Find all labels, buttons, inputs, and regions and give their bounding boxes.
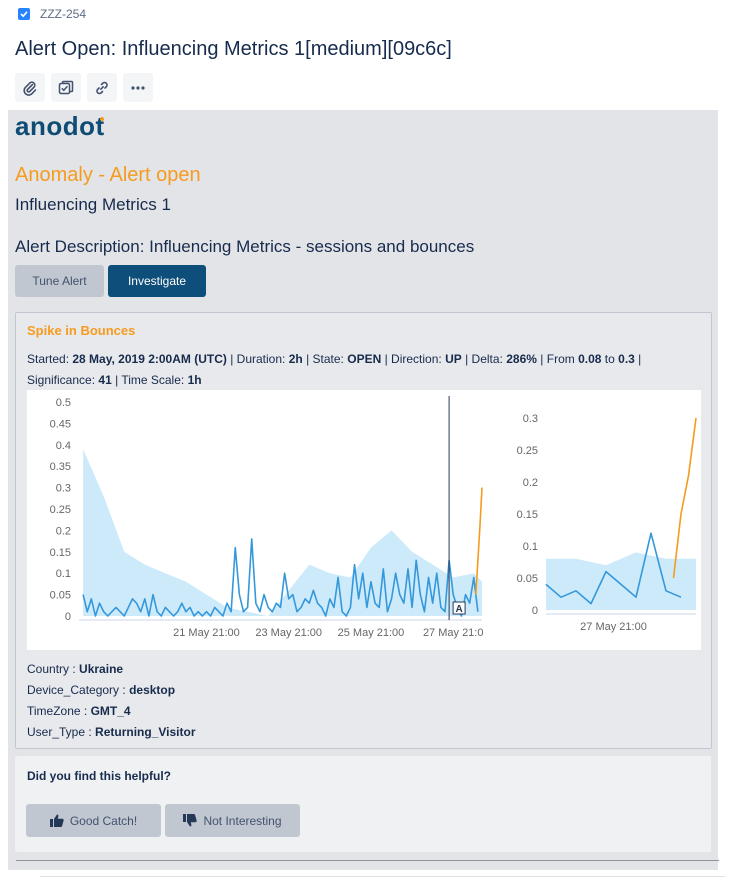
y-tick-label: 0.5 [56, 397, 71, 409]
anomaly-card: Spike in Bounces Started: 28 May, 2019 2… [15, 312, 712, 749]
y-tick-label: 0.35 [50, 461, 71, 473]
ticket-key-label: ZZZ-254 [40, 7, 87, 21]
dimension-row: Device_Category : desktop [27, 683, 176, 697]
toolbar [15, 73, 153, 102]
y-tick-label: 0.3 [523, 413, 538, 425]
y-tick-label: 0.45 [50, 418, 71, 430]
checklist-icon [58, 80, 74, 94]
alert-status-heading: Anomaly - Alert open [15, 164, 201, 186]
tune-alert-button[interactable]: Tune Alert [15, 265, 104, 297]
metric-series-line [82, 538, 479, 617]
dimension-row: User_Type : Returning_Visitor [27, 725, 196, 739]
paperclip-icon [23, 80, 37, 96]
y-tick-label: 0.05 [50, 590, 71, 602]
anodot-logo: anodot [15, 111, 125, 149]
dimensions-list: Country : Ukraine Device_Category : desk… [27, 659, 196, 743]
investigate-button[interactable]: Investigate [108, 265, 206, 297]
timescale-value: 1h [187, 373, 202, 387]
bottom-divider [40, 876, 725, 877]
baseline-band [546, 552, 696, 610]
anomaly-marker-box[interactable] [452, 601, 466, 615]
dimension-row: Country : Ukraine [27, 662, 124, 676]
zoom-chart: 0.3 0.25 0.2 0.15 0.1 0.05 0 27 May 21:00 [486, 390, 701, 650]
y-tick-label: 0.2 [523, 477, 538, 489]
alert-description: Alert Description: Influencing Metrics -… [15, 237, 475, 256]
delta-value: 286% [506, 352, 537, 366]
significance-value: 41 [98, 373, 112, 387]
direction-value: UP [445, 352, 462, 366]
anomaly-meta: Started: 28 May, 2019 2:00AM (UTC) | Dur… [27, 352, 642, 387]
y-tick-label: 0.1 [56, 568, 71, 580]
checklist-button[interactable] [51, 73, 81, 102]
not-interesting-button[interactable]: Not Interesting [165, 804, 300, 837]
anomaly-series-line [475, 487, 483, 595]
good-catch-label: Good Catch! [69, 813, 138, 828]
thumbs-up-icon [49, 814, 64, 827]
anomaly-marker-label: A [455, 604, 462, 615]
more-icon [131, 85, 145, 90]
y-tick-label: 0.3 [56, 483, 71, 495]
ticket-key[interactable]: ZZZ-254 [18, 7, 86, 21]
x-tick-label: 23 May 21:00 [255, 627, 322, 639]
link-icon [96, 81, 108, 94]
good-catch-button[interactable]: Good Catch! [26, 804, 161, 837]
y-tick-label: 0.1 [523, 541, 538, 553]
attach-button[interactable] [15, 73, 45, 102]
state-value: OPEN [347, 352, 382, 366]
checkbox-icon [18, 8, 30, 20]
thumbs-down-icon [183, 814, 198, 827]
link-button[interactable] [87, 73, 117, 102]
y-tick-label: 0.2 [56, 525, 71, 537]
more-button[interactable] [123, 73, 153, 102]
dimension-row: TimeZone : GMT_4 [27, 704, 131, 718]
y-tick-label: 0 [532, 605, 538, 617]
alert-name: Influencing Metrics 1 [15, 195, 171, 214]
x-tick-label: 25 May 21:00 [338, 627, 405, 639]
to-value: 0.3 [618, 352, 635, 366]
y-tick-label: 0.25 [517, 445, 538, 457]
alert-panel: anodot Anomaly - Alert open Influencing … [8, 110, 719, 870]
x-tick-label: 21 May 21:00 [173, 627, 240, 639]
logo-text: anodot [15, 112, 105, 141]
y-tick-label: 0.4 [56, 440, 71, 452]
metric-series-line [545, 532, 682, 605]
y-tick-label: 0 [65, 611, 71, 623]
main-chart: 0.5 0.45 0.4 0.35 0.3 0.25 0.2 0.15 0.1 0.05 0 21 M… [27, 390, 486, 650]
anomaly-title: Spike in Bounces [27, 323, 136, 338]
y-tick-label: 0.15 [50, 547, 71, 559]
page-title: Alert Open: Influencing Metrics 1[medium… [15, 38, 452, 60]
feedback-question: Did you find this helpful? [27, 769, 171, 783]
main-chart-svg: 0.5 0.45 0.4 0.35 0.3 0.25 0.2 0.15 0.1 0.05 0 21 M… [50, 396, 484, 639]
x-tick-label: 27 May 21:0 [423, 627, 484, 639]
zoom-chart-svg: 0.3 0.25 0.2 0.15 0.1 0.05 0 27 May 21:00 [517, 413, 697, 633]
anomaly-series-line [672, 417, 697, 579]
not-interesting-label: Not Interesting [203, 813, 282, 828]
from-value: 0.08 [578, 352, 602, 366]
y-tick-label: 0.25 [50, 504, 71, 516]
x-tick-label: 27 May 21:00 [580, 621, 647, 633]
duration-value: 2h [288, 352, 303, 366]
feedback-box: Did you find this helpful? Good Catch! N… [15, 756, 711, 852]
divider [16, 860, 719, 861]
y-tick-label: 0.05 [517, 573, 538, 585]
y-tick-label: 0.15 [517, 509, 538, 521]
started-value: 28 May, 2019 2:00AM (UTC) [72, 352, 227, 366]
